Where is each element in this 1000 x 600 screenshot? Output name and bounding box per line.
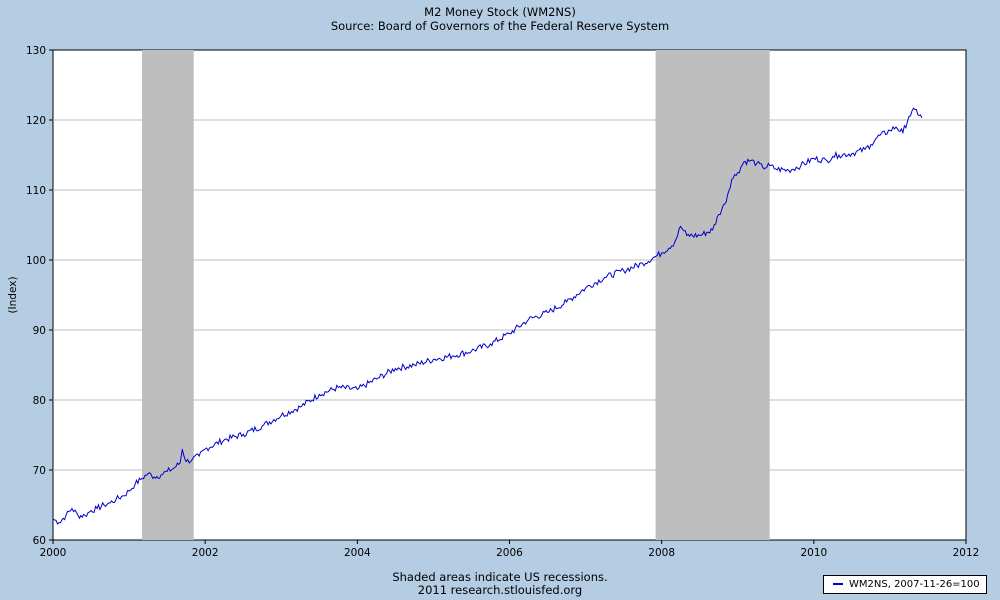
recession-band-0: [142, 50, 194, 540]
y-tick-label: 110: [26, 185, 46, 197]
y-tick-label: 90: [33, 325, 46, 337]
legend: WM2NS, 2007-11-26=100: [823, 575, 987, 594]
series-layer: [52, 107, 923, 525]
legend-label: WM2NS, 2007-11-26=100: [849, 579, 980, 590]
chart-title: M2 Money Stock (WM2NS): [424, 5, 576, 19]
x-tick-label: 2010: [800, 547, 827, 559]
y-axis-label: (Index): [7, 276, 19, 313]
y-tick-label: 130: [26, 45, 46, 57]
y-tick-label: 80: [33, 395, 46, 407]
recession-bands: [142, 50, 770, 540]
chart-header: M2 Money Stock (WM2NS) Source: Board of …: [0, 5, 1000, 33]
footnote: Shaded areas indicate US recessions. 201…: [0, 571, 1000, 597]
plot-area: [52, 49, 967, 541]
gridlines: [53, 119, 966, 471]
x-tick-label: 2000: [40, 547, 67, 559]
x-tick-label: 2004: [344, 547, 371, 559]
y-tick-label: 120: [26, 115, 46, 127]
x-tick-label: 2012: [953, 547, 980, 559]
chart-subtitle: Source: Board of Governors of the Federa…: [330, 19, 670, 33]
legend-swatch: [833, 583, 843, 585]
y-tick-label: 100: [26, 255, 46, 267]
footnote-source: 2011 research.stlouisfed.org: [417, 583, 583, 597]
x-tick-label: 2008: [648, 547, 675, 559]
x-tick-label: 2002: [192, 547, 219, 559]
x-tick-label: 2006: [496, 547, 523, 559]
y-tick-label: 60: [33, 535, 46, 547]
series-line-0: [52, 107, 923, 525]
footnote-recessions: Shaded areas indicate US recessions.: [392, 570, 608, 584]
y-tick-label: 70: [33, 465, 46, 477]
recession-band-1: [655, 50, 770, 540]
axes: 60 70 80 90 100 110 120 130 2000 2002 2004 2006 2008…: [26, 45, 979, 559]
